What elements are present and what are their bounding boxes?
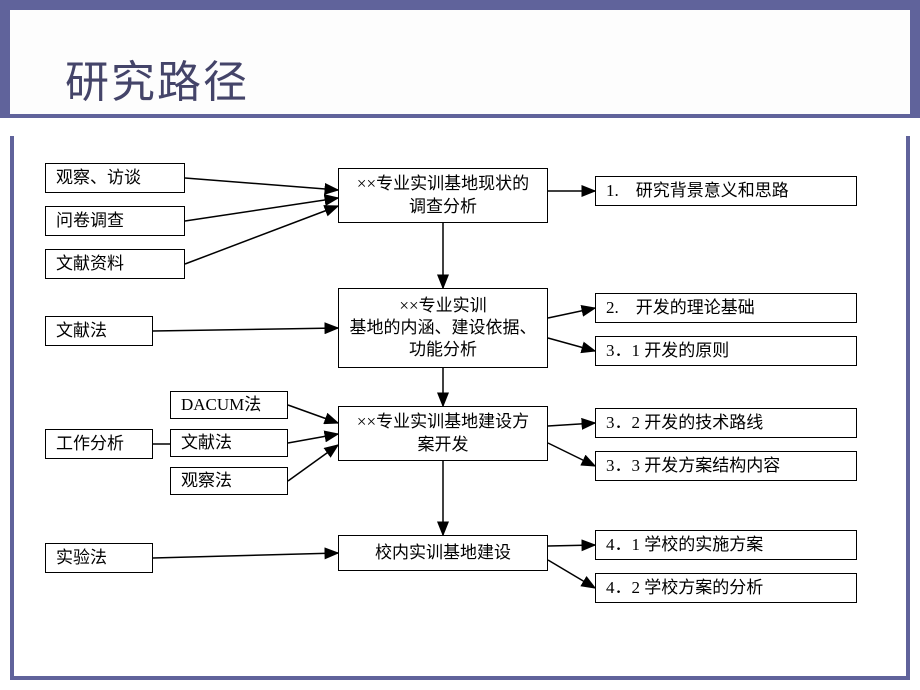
node-c3: ××专业实训基地建设方案开发 xyxy=(338,406,548,461)
node-c1: ××专业实训基地现状的调查分析 xyxy=(338,168,548,223)
edge-c3-r5 xyxy=(548,443,595,466)
node-l2: 问卷调查 xyxy=(45,206,185,236)
header-bar: 研究路径 xyxy=(0,0,920,118)
node-r1: 1. 研究背景意义和思路 xyxy=(595,176,857,206)
header-inner: 研究路径 xyxy=(10,10,910,118)
node-l1: 观察、访谈 xyxy=(45,163,185,193)
node-l4: 文献法 xyxy=(45,316,153,346)
node-r5: 3．3 开发方案结构内容 xyxy=(595,451,857,481)
edge-m1-c3 xyxy=(288,405,338,423)
node-r3: 3．1 开发的原则 xyxy=(595,336,857,366)
edge-l6-c4 xyxy=(153,553,338,558)
frame-right xyxy=(906,136,910,680)
frame-left xyxy=(10,136,14,680)
edge-m2-c3 xyxy=(288,434,338,443)
content-area: 观察、访谈问卷调查文献资料文献法DACUM法工作分析文献法观察法实验法××专业实… xyxy=(0,118,920,690)
node-m3: 观察法 xyxy=(170,467,288,495)
edge-l3-c1 xyxy=(185,206,338,264)
edge-m3-c3 xyxy=(288,445,338,481)
edge-l4-c2 xyxy=(153,328,338,331)
node-l6: 实验法 xyxy=(45,543,153,573)
node-r2: 2. 开发的理论基础 xyxy=(595,293,857,323)
edge-c2-r2 xyxy=(548,308,595,318)
edge-l2-c1 xyxy=(185,198,338,221)
node-m1: DACUM法 xyxy=(170,391,288,419)
slide: 研究路径 观察、访谈问卷调查文献资料文献法DACUM法工作分析文献法观察法实验法… xyxy=(0,0,920,690)
node-l5: 工作分析 xyxy=(45,429,153,459)
node-c4: 校内实训基地建设 xyxy=(338,535,548,571)
node-r4: 3．2 开发的技术路线 xyxy=(595,408,857,438)
edge-l1-c1 xyxy=(185,178,338,190)
edge-c3-r4 xyxy=(548,423,595,426)
slide-title: 研究路径 xyxy=(65,46,249,110)
node-m2: 文献法 xyxy=(170,429,288,457)
flowchart-diagram: 观察、访谈问卷调查文献资料文献法DACUM法工作分析文献法观察法实验法××专业实… xyxy=(40,148,880,660)
node-r7: 4．2 学校方案的分析 xyxy=(595,573,857,603)
node-c2: ××专业实训基地的内涵、建设依据、功能分析 xyxy=(338,288,548,368)
node-r6: 4．1 学校的实施方案 xyxy=(595,530,857,560)
frame-bottom xyxy=(10,676,910,680)
edge-c2-r3 xyxy=(548,338,595,351)
edge-c4-r7 xyxy=(548,560,595,588)
edge-c4-r6 xyxy=(548,545,595,546)
node-l3: 文献资料 xyxy=(45,249,185,279)
